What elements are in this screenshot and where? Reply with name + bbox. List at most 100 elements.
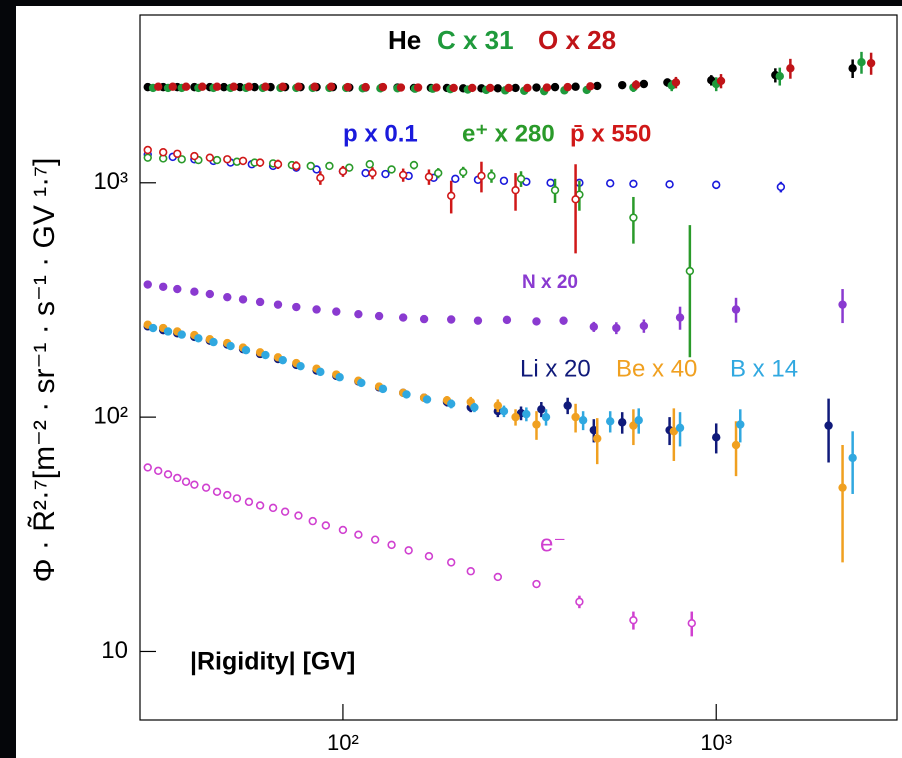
data-point [413, 83, 423, 92]
data-point [198, 82, 207, 91]
data-point [226, 341, 235, 351]
data-point [542, 83, 552, 92]
data-point [409, 160, 419, 170]
data-point [669, 427, 679, 436]
series-label: e⁺ x 280 [462, 120, 555, 147]
data-point [378, 384, 388, 394]
data-point [261, 82, 270, 91]
data-point [190, 151, 199, 161]
data-point [532, 317, 541, 326]
data-point [675, 313, 685, 322]
data-point [422, 395, 432, 404]
data-point [571, 82, 580, 91]
data-point [571, 195, 580, 204]
data-point [181, 82, 191, 91]
data-point [499, 176, 509, 185]
data-point [716, 76, 726, 86]
data-point [563, 401, 572, 410]
data-point [345, 163, 354, 172]
data-point [523, 83, 532, 93]
data-point [278, 82, 287, 91]
data-point [294, 511, 303, 520]
data-point [238, 156, 248, 166]
data-point [511, 83, 520, 93]
data-point [532, 83, 541, 92]
data-point [143, 463, 152, 472]
data-point [522, 409, 531, 419]
data-point [357, 378, 366, 388]
data-point [143, 145, 152, 155]
data-point [631, 80, 641, 89]
data-point [148, 323, 158, 333]
data-point [665, 180, 674, 189]
data-point [201, 483, 211, 492]
data-point [446, 558, 456, 567]
data-point [550, 82, 560, 92]
data-point [325, 161, 334, 171]
data-point [238, 295, 248, 304]
data-point [205, 289, 215, 299]
data-point [181, 477, 191, 486]
data-point [712, 180, 721, 190]
data-point [154, 82, 163, 91]
data-point [593, 81, 602, 91]
data-point [280, 507, 290, 516]
data-point [634, 416, 643, 425]
data-point [629, 421, 638, 430]
y-tick-label: 10³ [93, 168, 128, 195]
data-point [685, 266, 695, 276]
data-point [550, 185, 560, 195]
data-point [446, 191, 456, 200]
series-label: N x 20 [522, 272, 578, 293]
data-point [434, 168, 443, 178]
data-point [612, 323, 621, 333]
data-point [273, 300, 283, 309]
x-axis-label: |Rigidity| [GV] [190, 648, 355, 676]
series-label: e⁻ [540, 530, 566, 557]
data-point [354, 530, 363, 539]
data-point [354, 309, 363, 319]
data-point [639, 79, 649, 89]
data-point [387, 165, 396, 174]
series-label: Be x 40 [616, 355, 697, 382]
data-point [493, 572, 503, 582]
data-point [223, 490, 232, 500]
data-point [477, 171, 486, 181]
data-point [398, 313, 408, 322]
data-point [606, 417, 615, 426]
data-point [316, 367, 325, 377]
y-axis-label: Φ · R̃²·⁷[m⁻² · sr⁻¹ · s⁻¹ · GV ¹·⁷] [28, 158, 61, 583]
data-point [446, 315, 456, 324]
data-point [731, 440, 741, 450]
data-point [424, 552, 434, 561]
data-point [639, 321, 649, 331]
data-point [261, 350, 270, 360]
data-point [629, 615, 638, 625]
data-point [470, 403, 479, 412]
series-label: Li x 20 [520, 355, 591, 382]
data-point [451, 174, 460, 183]
data-point [736, 420, 745, 429]
data-point [396, 83, 406, 92]
data-point [629, 179, 638, 189]
y-tick-label: 10 [101, 637, 128, 664]
data-point [190, 287, 199, 296]
data-point [629, 213, 638, 222]
data-point [335, 373, 344, 382]
data-point [255, 158, 265, 167]
data-point [312, 305, 321, 314]
series-label: O x 28 [538, 25, 616, 55]
series-label: p̄ x 550 [570, 120, 651, 147]
data-point [338, 167, 348, 176]
data-point [516, 174, 526, 183]
data-point [321, 521, 331, 530]
data-point [712, 433, 721, 442]
data-point [241, 346, 251, 355]
data-point [468, 83, 477, 93]
panel [16, 6, 902, 758]
data-point [244, 497, 254, 507]
data-point [361, 82, 370, 92]
data-point [575, 597, 584, 606]
data-point [370, 535, 380, 544]
data-point [229, 82, 238, 91]
